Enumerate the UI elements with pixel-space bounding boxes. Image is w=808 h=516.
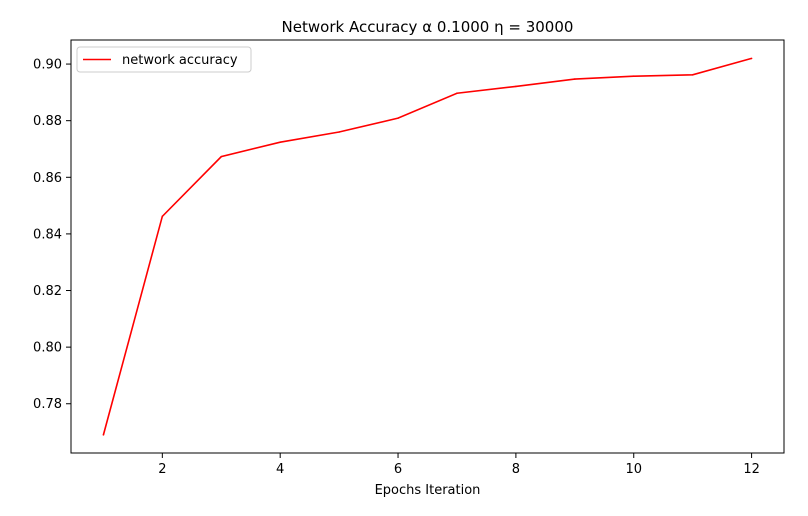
x-tick-label: 6 [394,462,402,477]
x-axis-ticks: 2 4 6 8 10 12 [158,453,760,477]
data-point [574,78,576,80]
data-point [279,141,281,143]
legend-label-network-accuracy: network accuracy [122,53,238,68]
chart-title: Network Accuracy α 0.1000 η = 30000 [282,18,574,36]
y-axis-ticks: 0.78 0.80 0.82 0.84 0.86 0.88 0.90 [33,58,71,412]
data-point [691,74,694,76]
legend-box [76,46,252,73]
legend: network accuracy [76,46,252,73]
series-line-network-accuracy [102,57,752,436]
data-point [750,57,753,60]
data-point [397,117,399,119]
y-tick-label: 0.86 [33,171,62,186]
y-tick-label: 0.90 [33,58,62,73]
data-point [102,434,105,436]
data-point [456,92,458,95]
y-tick-label: 0.88 [33,114,62,129]
data-point [161,215,164,218]
y-tick-label: 0.84 [33,227,62,242]
series-points-network-accuracy [102,57,753,436]
x-tick-label: 2 [158,462,166,477]
x-axis-label: Epochs Iteration [375,483,481,498]
x-tick-label: 4 [276,462,284,477]
x-tick-label: 12 [743,462,760,477]
y-tick-label: 0.78 [33,397,62,412]
data-point [632,75,635,78]
data-point [220,155,223,158]
x-tick-label: 10 [625,462,642,477]
data-point [515,85,517,88]
x-tick-label: 8 [512,462,520,477]
y-tick-label: 0.82 [33,284,62,299]
y-tick-label: 0.80 [33,341,62,356]
data-point [338,131,340,133]
plot-frame [70,39,785,454]
